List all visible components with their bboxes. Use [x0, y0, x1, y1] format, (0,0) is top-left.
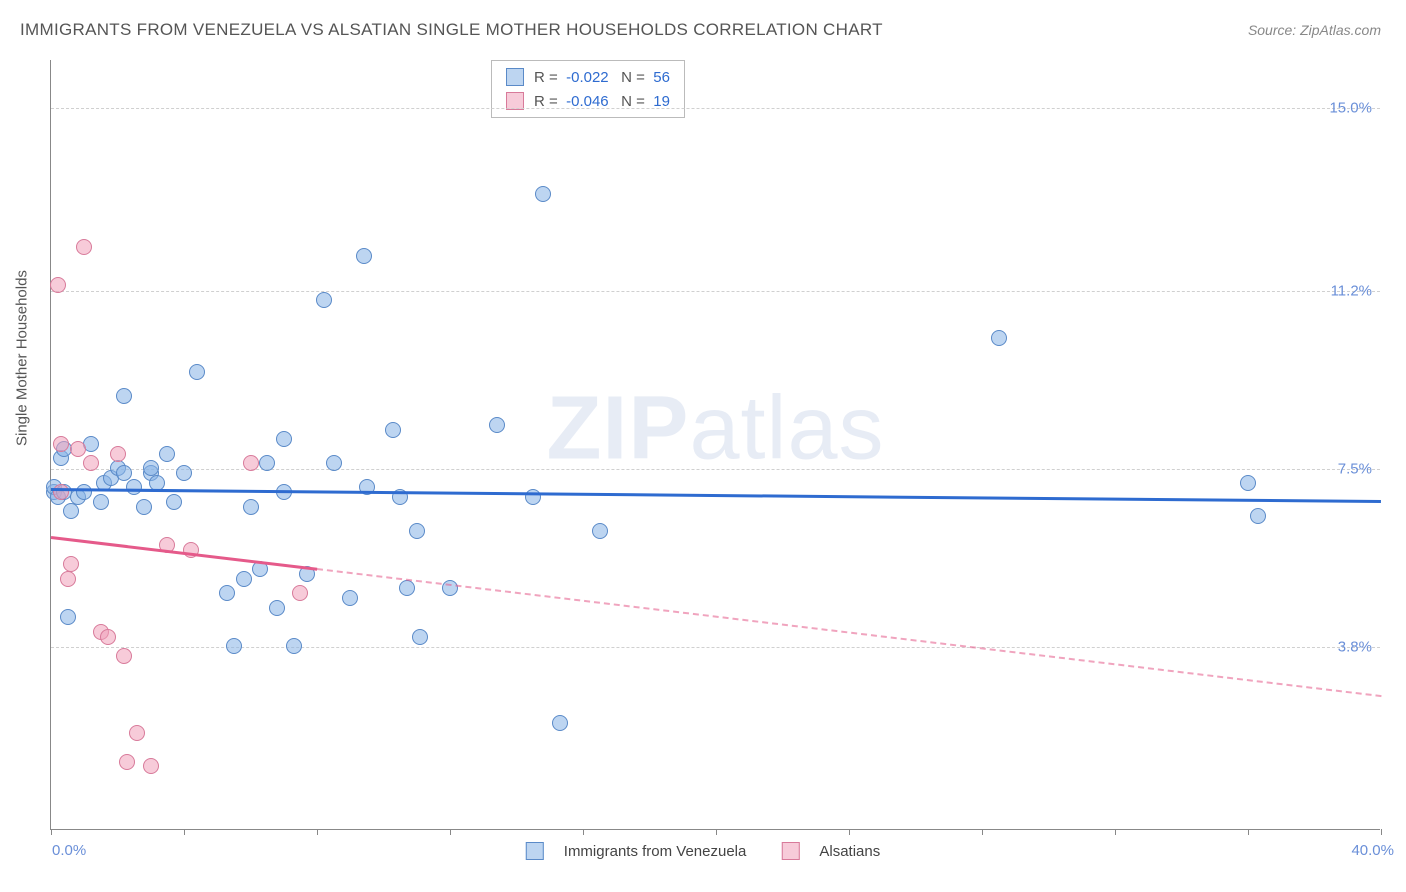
data-point: [60, 571, 76, 587]
gridline: [51, 647, 1380, 648]
stats-row: R = -0.046 N = 19: [506, 89, 670, 113]
data-point: [63, 556, 79, 572]
legend-label-1: Immigrants from Venezuela: [564, 843, 747, 860]
x-tick: [317, 829, 318, 835]
data-point: [110, 446, 126, 462]
data-point: [126, 479, 142, 495]
stats-legend: R = -0.022 N = 56 R = -0.046 N = 19: [491, 60, 685, 118]
data-point: [83, 455, 99, 471]
y-tick-label: 11.2%: [1331, 283, 1372, 300]
r-value-2: -0.046: [566, 93, 609, 110]
x-min-label: 0.0%: [52, 842, 86, 859]
x-tick: [450, 829, 451, 835]
x-tick: [716, 829, 717, 835]
data-point: [991, 330, 1007, 346]
data-point: [176, 465, 192, 481]
data-point: [243, 455, 259, 471]
swatch-series2-bottom: [781, 842, 799, 860]
data-point: [93, 494, 109, 510]
data-point: [159, 446, 175, 462]
data-point: [143, 758, 159, 774]
x-tick: [1115, 829, 1116, 835]
data-point: [189, 364, 205, 380]
data-point: [136, 499, 152, 515]
data-point: [119, 754, 135, 770]
x-tick: [982, 829, 983, 835]
data-point: [489, 417, 505, 433]
data-point: [166, 494, 182, 510]
data-point: [592, 523, 608, 539]
data-point: [409, 523, 425, 539]
gridline: [51, 108, 1380, 109]
data-point: [243, 499, 259, 515]
x-tick: [1381, 829, 1382, 835]
data-point: [1250, 508, 1266, 524]
data-point: [1240, 475, 1256, 491]
data-point: [316, 292, 332, 308]
data-point: [76, 239, 92, 255]
x-tick: [583, 829, 584, 835]
data-point: [292, 585, 308, 601]
data-point: [50, 277, 66, 293]
data-point: [70, 441, 86, 457]
n-value-2: 19: [653, 93, 670, 110]
legend-label-2: Alsatians: [819, 843, 880, 860]
r-value-1: -0.022: [566, 69, 609, 86]
swatch-series1: [506, 68, 524, 86]
x-tick: [184, 829, 185, 835]
data-point: [356, 248, 372, 264]
data-point: [412, 629, 428, 645]
data-point: [53, 436, 69, 452]
data-point: [342, 590, 358, 606]
data-point: [269, 600, 285, 616]
data-point: [60, 609, 76, 625]
y-axis-label: Single Mother Households: [14, 270, 31, 446]
data-point: [219, 585, 235, 601]
data-point: [552, 715, 568, 731]
n-value-1: 56: [653, 69, 670, 86]
trend-line: [317, 568, 1381, 697]
data-point: [399, 580, 415, 596]
data-point: [129, 725, 145, 741]
data-point: [236, 571, 252, 587]
data-point: [116, 648, 132, 664]
swatch-series1-bottom: [526, 842, 544, 860]
x-tick: [849, 829, 850, 835]
data-point: [286, 638, 302, 654]
data-point: [385, 422, 401, 438]
x-max-label: 40.0%: [1351, 842, 1394, 859]
data-point: [116, 388, 132, 404]
chart-title: IMMIGRANTS FROM VENEZUELA VS ALSATIAN SI…: [20, 20, 883, 40]
trend-line: [51, 536, 317, 571]
source-attribution: Source: ZipAtlas.com: [1248, 22, 1381, 38]
y-tick-label: 15.0%: [1329, 100, 1372, 117]
plot-area: ZIPatlas R = -0.022 N = 56 R = -0.046 N …: [50, 60, 1380, 830]
gridline: [51, 291, 1380, 292]
x-tick: [1248, 829, 1249, 835]
bottom-legend: Immigrants from Venezuela Alsatians: [526, 842, 880, 860]
data-point: [100, 629, 116, 645]
x-tick: [51, 829, 52, 835]
data-point: [326, 455, 342, 471]
data-point: [226, 638, 242, 654]
y-tick-label: 7.5%: [1338, 461, 1372, 478]
data-point: [535, 186, 551, 202]
data-point: [276, 431, 292, 447]
stats-row: R = -0.022 N = 56: [506, 65, 670, 89]
data-point: [116, 465, 132, 481]
data-point: [259, 455, 275, 471]
data-point: [53, 484, 69, 500]
data-point: [63, 503, 79, 519]
data-point: [76, 484, 92, 500]
y-tick-label: 3.8%: [1338, 639, 1372, 656]
watermark: ZIPatlas: [546, 378, 884, 481]
